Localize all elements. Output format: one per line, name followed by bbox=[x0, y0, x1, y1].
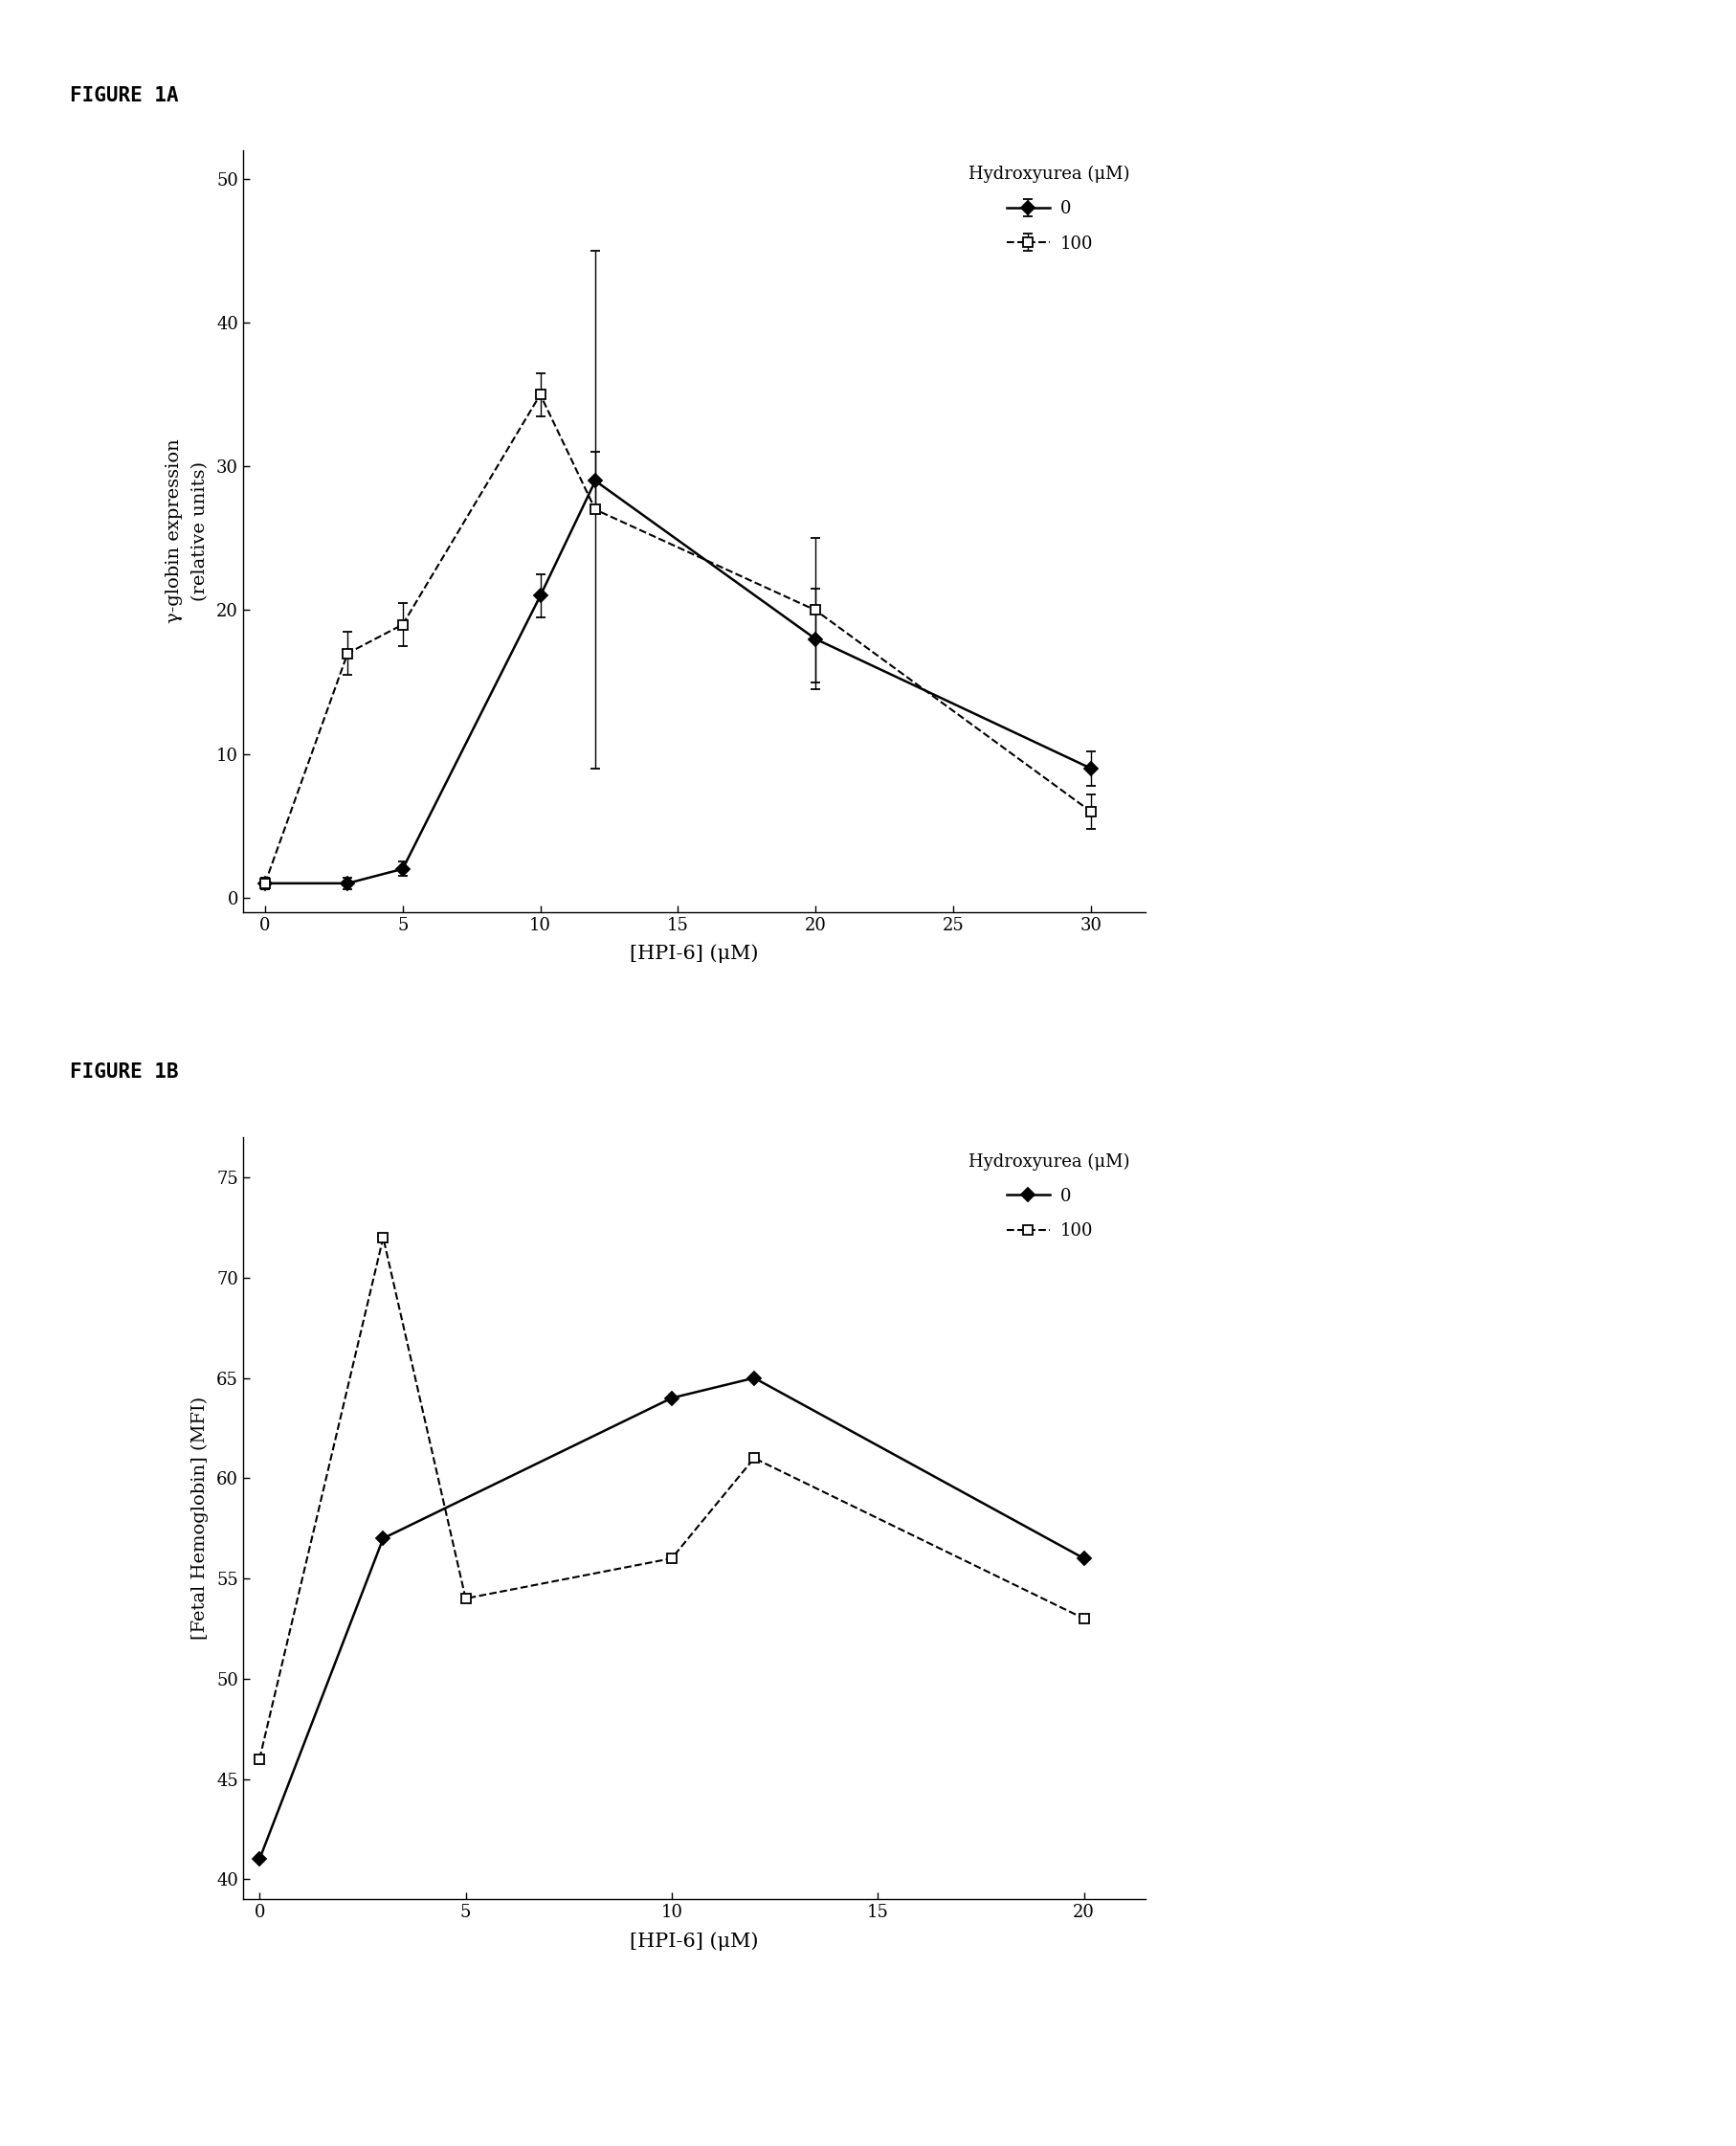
100 bbox=[248, 1747, 269, 1773]
100 bbox=[373, 1225, 394, 1251]
100 bbox=[661, 1545, 682, 1571]
X-axis label: [HPI-6] (μM): [HPI-6] (μM) bbox=[630, 1931, 759, 1951]
Line: 100: 100 bbox=[255, 1234, 1088, 1764]
Legend: 0, 100: 0, 100 bbox=[962, 159, 1137, 260]
Legend: 0, 100: 0, 100 bbox=[962, 1146, 1137, 1247]
0 bbox=[373, 1526, 394, 1552]
0 bbox=[248, 1846, 269, 1871]
0 bbox=[1073, 1545, 1094, 1571]
Y-axis label: γ-globin expression
(relative units): γ-globin expression (relative units) bbox=[167, 440, 208, 622]
X-axis label: [HPI-6] (μM): [HPI-6] (μM) bbox=[630, 944, 759, 964]
100 bbox=[1073, 1605, 1094, 1631]
Y-axis label: [Fetal Hemoglobin] (MFI): [Fetal Hemoglobin] (MFI) bbox=[191, 1397, 208, 1640]
100 bbox=[743, 1444, 764, 1470]
Line: 0: 0 bbox=[255, 1373, 1088, 1863]
Text: FIGURE 1B: FIGURE 1B bbox=[69, 1062, 179, 1082]
Text: FIGURE 1A: FIGURE 1A bbox=[69, 86, 179, 105]
100 bbox=[455, 1586, 476, 1612]
0 bbox=[743, 1365, 764, 1391]
0 bbox=[661, 1384, 682, 1410]
